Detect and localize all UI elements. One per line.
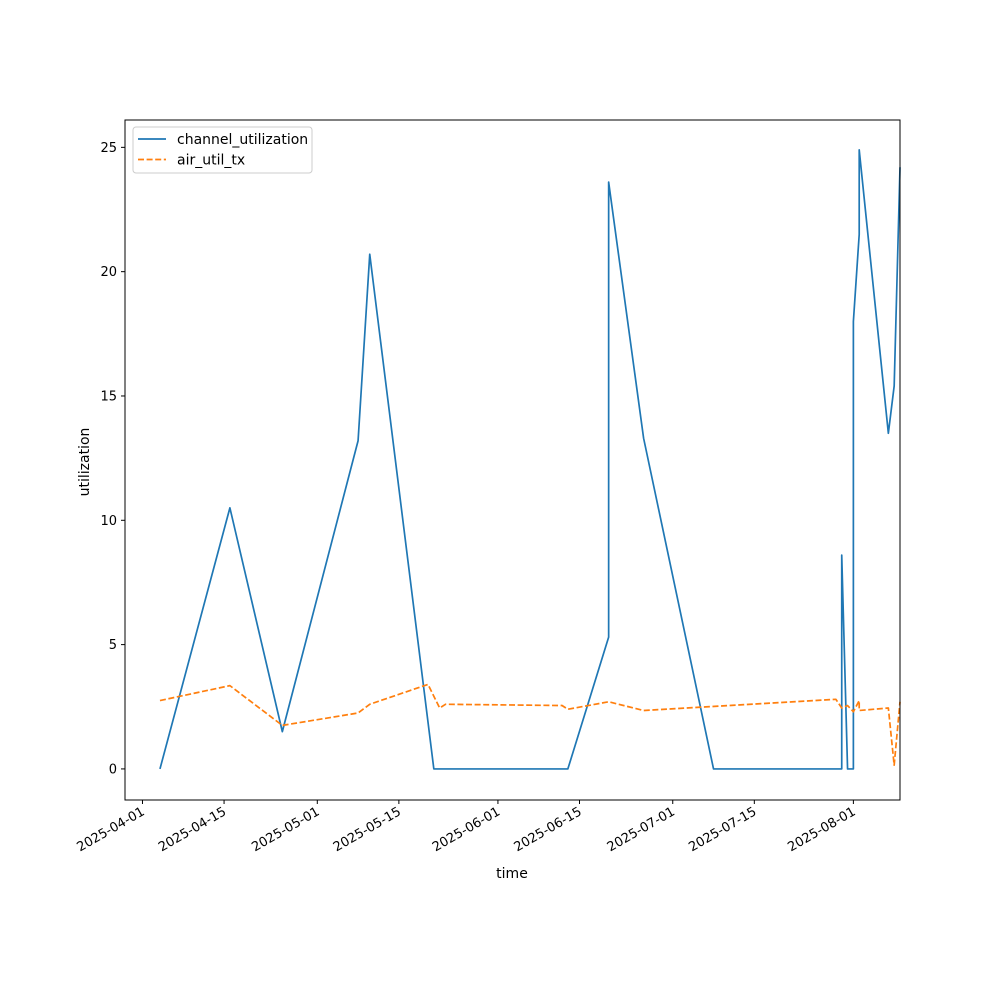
legend-box xyxy=(132,126,313,174)
y-tick-label: 15 xyxy=(100,389,117,404)
y-tick-label: 0 xyxy=(109,762,117,777)
series-line-channel_utilization xyxy=(159,148,901,770)
legend: channel_utilization air_util_tx xyxy=(132,126,313,174)
legend-label-channel_utilization: channel_utilization xyxy=(177,132,308,148)
y-axis-label: utilization xyxy=(77,428,93,497)
series-layer xyxy=(159,148,901,770)
y-tick-label: 10 xyxy=(100,514,117,529)
y-tick-label: 5 xyxy=(109,638,117,653)
x-axis-label: time xyxy=(496,866,528,882)
plot-area-frame xyxy=(124,119,901,801)
y-axis: 0 5 10 15 20 25 xyxy=(100,141,125,777)
series-line-air_util_tx xyxy=(159,683,901,767)
y-tick-label: 20 xyxy=(100,265,117,280)
y-tick-label: 25 xyxy=(100,141,117,156)
legend-label-air_util_tx: air_util_tx xyxy=(177,153,245,169)
